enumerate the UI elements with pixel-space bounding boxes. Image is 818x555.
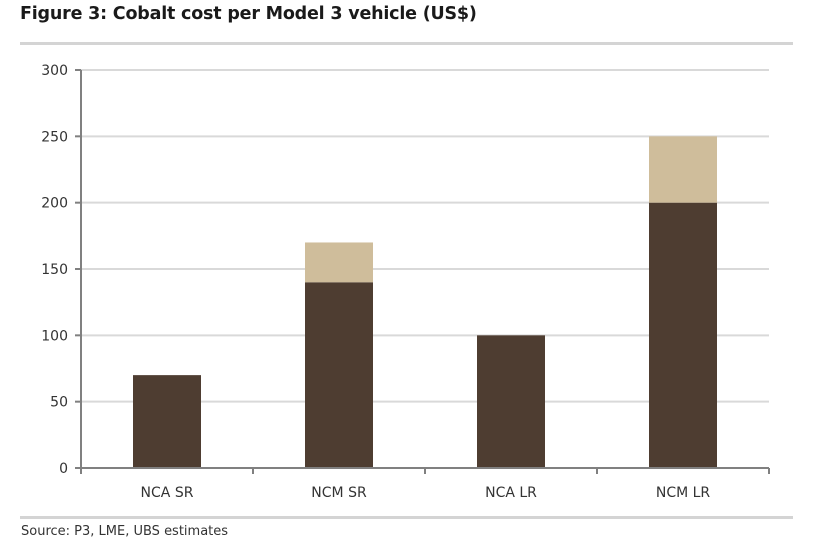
bars: [133, 136, 717, 468]
bar-nca-lr-base: [477, 335, 545, 468]
x-tick-label: NCA LR: [485, 485, 537, 501]
y-tick-label: 0: [59, 461, 68, 477]
axes: [75, 69, 770, 474]
y-tick-label: 250: [41, 129, 68, 145]
y-tick-label: 200: [41, 196, 68, 212]
y-tick-label: 300: [41, 63, 68, 79]
x-tick-label: NCA SR: [141, 485, 194, 501]
bar-ncm-sr-base: [305, 282, 373, 468]
bar-ncm-sr-upper: [305, 242, 373, 283]
figure-title: Figure 3: Cobalt cost per Model 3 vehicl…: [20, 4, 477, 24]
x-tick-labels: NCA SR NCM SR NCA LR NCM LR: [141, 485, 711, 501]
y-tick-label: 150: [41, 262, 68, 278]
y-tick-label: 50: [50, 395, 68, 411]
y-tick-labels: 0 50 100 150 200 250 300: [41, 63, 68, 477]
bar-ncm-lr-base: [649, 202, 717, 468]
bottom-rule: [20, 516, 793, 519]
bar-nca-sr-base: [133, 375, 201, 468]
source-note: Source: P3, LME, UBS estimates: [21, 524, 229, 539]
bar-ncm-lr-upper: [649, 136, 717, 203]
x-tick-label: NCM LR: [656, 485, 711, 501]
x-tick-label: NCM SR: [311, 485, 367, 501]
top-rule: [20, 42, 793, 45]
y-tick-label: 100: [41, 328, 68, 344]
